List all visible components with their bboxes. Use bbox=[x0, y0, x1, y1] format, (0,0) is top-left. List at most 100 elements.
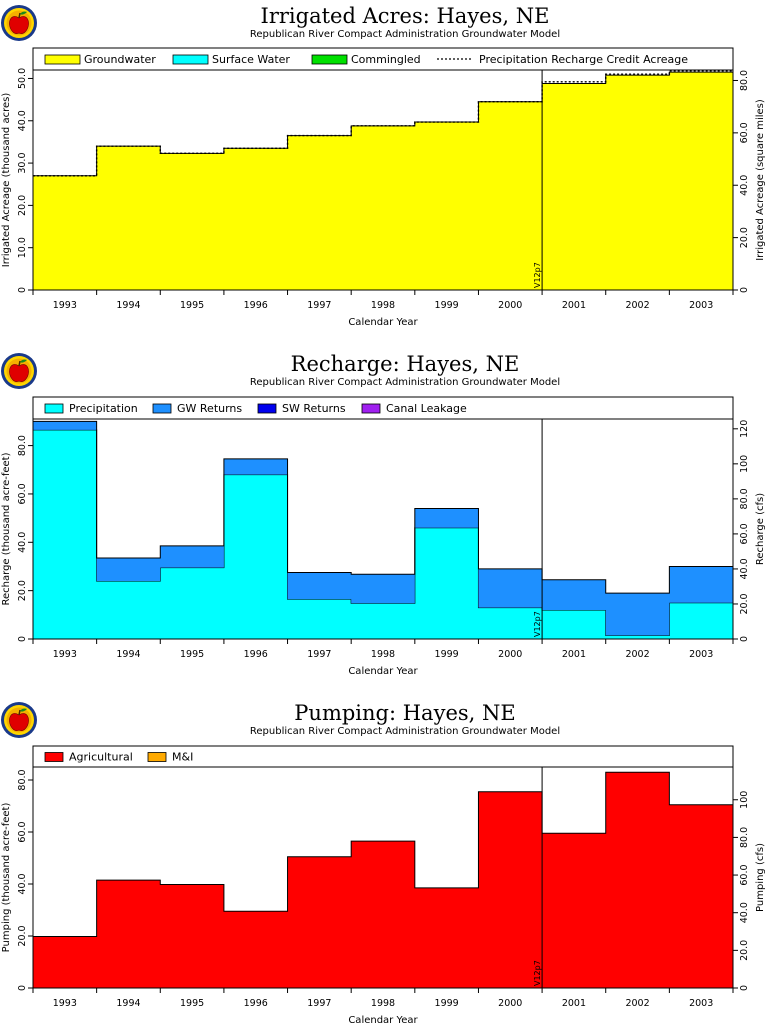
legend-swatch bbox=[257, 403, 277, 414]
x-tick-label: 1997 bbox=[307, 300, 331, 311]
x-tick-label: 1995 bbox=[180, 300, 204, 311]
y2-tick-label: 60.0 bbox=[739, 864, 750, 885]
legend-swatch bbox=[172, 54, 209, 65]
plot-frame bbox=[32, 418, 734, 640]
y2-axis-label: Pumping (cfs) bbox=[755, 843, 766, 912]
legend-entry: Agricultural bbox=[69, 751, 133, 764]
area-gw-returns bbox=[33, 421, 733, 636]
x-tick-label: 1999 bbox=[435, 300, 459, 311]
x-tick-label: 2002 bbox=[625, 998, 649, 1009]
x-tick-label: 1998 bbox=[371, 649, 395, 660]
apple-logo-icon bbox=[1, 702, 37, 738]
x-axis-label: Calendar Year bbox=[348, 317, 418, 328]
chart-subtitle: Republican River Compact Administration … bbox=[250, 726, 560, 737]
y-tick-label: 0 bbox=[17, 636, 28, 642]
legend-swatch bbox=[361, 403, 381, 414]
legend-swatch bbox=[44, 752, 64, 762]
legend: Groundwater Surface Water Commingled Precip… bbox=[32, 47, 734, 71]
x-tick-label: 2003 bbox=[689, 649, 713, 660]
x-tick-label: 2001 bbox=[562, 300, 586, 311]
x-tick-label: 1996 bbox=[244, 649, 268, 660]
y-axis-left: 0 10.0 20.0 30.0 40.0 50.0 Irrigated Acreage (… bbox=[1, 68, 33, 293]
series-areas bbox=[33, 71, 733, 290]
y-axis-right: 0 20.0 40.0 60.0 80.0 100 120 Recharge (cfs) bbox=[733, 420, 766, 642]
legend-swatch bbox=[44, 403, 64, 414]
series-areas bbox=[33, 771, 733, 988]
y-axis-right: 0 20.0 40.0 60.0 80.0 100 Pumping (cfs) bbox=[733, 791, 766, 991]
plot-frame bbox=[32, 766, 734, 989]
x-tick-label: 2003 bbox=[689, 300, 713, 311]
x-tick-label: 1998 bbox=[371, 300, 395, 311]
y-axis-left: 0 20.0 40.0 60.0 80.0 Pumping (thousand acre-… bbox=[1, 769, 33, 991]
legend-entry: Precipitation Recharge Credit Acreage bbox=[479, 53, 688, 66]
y-tick-label: 40.0 bbox=[17, 532, 28, 553]
legend: Agricultural M&I bbox=[32, 745, 734, 768]
plot-frame bbox=[32, 69, 734, 291]
y-axis-label: Irrigated Acreage (thousand acres) bbox=[1, 93, 12, 268]
area-outline bbox=[33, 429, 733, 636]
legend-swatch bbox=[152, 403, 172, 414]
x-axis-label: Calendar Year bbox=[348, 1015, 418, 1024]
y-tick-label: 20.0 bbox=[17, 925, 28, 946]
x-axis: 1993 1994 1995 1996 1997 1998 1999 2000 2001 2002… bbox=[32, 988, 734, 1024]
x-tick-label: 1999 bbox=[435, 649, 459, 660]
x-tick-label: 2000 bbox=[498, 300, 522, 311]
y-axis-label: Recharge (thousand acre-feet) bbox=[1, 452, 12, 605]
y2-tick-label: 40.0 bbox=[739, 902, 750, 923]
x-axis: 1993 1994 1995 1996 1997 1998 1999 2000 2001 2002… bbox=[32, 639, 734, 677]
y2-tick-label: 20.0 bbox=[739, 227, 750, 248]
x-tick-label: 1995 bbox=[180, 998, 204, 1009]
legend-entry: Canal Leakage bbox=[386, 402, 467, 415]
y2-tick-label: 0 bbox=[739, 287, 750, 293]
area-precipitation bbox=[33, 429, 733, 639]
series-areas bbox=[33, 420, 733, 639]
legend: Precipitation GW Returns SW Returns Canal L… bbox=[32, 396, 734, 420]
chart-title: Irrigated Acres: Hayes, NE bbox=[261, 4, 550, 28]
y-axis-left: 0 20.0 40.0 60.0 80.0 Recharge (thousand acre… bbox=[1, 435, 33, 642]
y-tick-label: 40.0 bbox=[17, 873, 28, 894]
chart-subtitle: Republican River Compact Administration … bbox=[250, 29, 560, 40]
apple-logo-icon bbox=[1, 353, 37, 389]
y2-tick-label: 0 bbox=[739, 636, 750, 642]
y-tick-label: 20.0 bbox=[17, 195, 28, 216]
y-tick-label: 20.0 bbox=[17, 580, 28, 601]
area-outline bbox=[33, 420, 733, 594]
y2-tick-label: 0 bbox=[739, 985, 750, 991]
legend-entry: GW Returns bbox=[177, 402, 242, 415]
chart-subtitle: Republican River Compact Administration … bbox=[250, 377, 560, 388]
version-marker-label: V12p7 bbox=[533, 262, 542, 288]
x-tick-label: 2002 bbox=[625, 649, 649, 660]
y-tick-label: 10.0 bbox=[17, 237, 28, 258]
legend-entry: Commingled bbox=[351, 53, 421, 66]
y-tick-label: 60.0 bbox=[17, 821, 28, 842]
x-tick-label: 2001 bbox=[562, 998, 586, 1009]
legend-swatch bbox=[147, 752, 167, 762]
x-tick-label: 2000 bbox=[498, 649, 522, 660]
x-tick-label: 1994 bbox=[116, 649, 140, 660]
legend-entry: SW Returns bbox=[282, 402, 346, 415]
version-marker-label: V12p7 bbox=[533, 960, 542, 986]
x-tick-label: 1999 bbox=[435, 998, 459, 1009]
y2-tick-label: 120 bbox=[739, 420, 750, 438]
apple-logo-icon bbox=[1, 5, 37, 41]
y2-tick-label: 20.0 bbox=[739, 940, 750, 961]
legend-swatch bbox=[44, 54, 81, 65]
x-tick-label: 1995 bbox=[180, 649, 204, 660]
y-tick-label: 80.0 bbox=[17, 769, 28, 790]
y-tick-label: 0 bbox=[17, 287, 28, 293]
version-marker-label: V12p7 bbox=[533, 611, 542, 637]
x-tick-label: 1997 bbox=[307, 649, 331, 660]
x-tick-label: 2002 bbox=[625, 300, 649, 311]
y2-tick-label: 20.0 bbox=[739, 593, 750, 614]
chart-title: Recharge: Hayes, NE bbox=[291, 352, 520, 376]
legend-entry: Surface Water bbox=[212, 53, 290, 66]
x-axis-label: Calendar Year bbox=[348, 666, 418, 677]
chart-title: Pumping: Hayes, NE bbox=[294, 701, 515, 725]
x-tick-label: 2000 bbox=[498, 998, 522, 1009]
y2-tick-label: 100 bbox=[739, 455, 750, 473]
x-tick-label: 2001 bbox=[562, 649, 586, 660]
x-tick-label: 2003 bbox=[689, 998, 713, 1009]
